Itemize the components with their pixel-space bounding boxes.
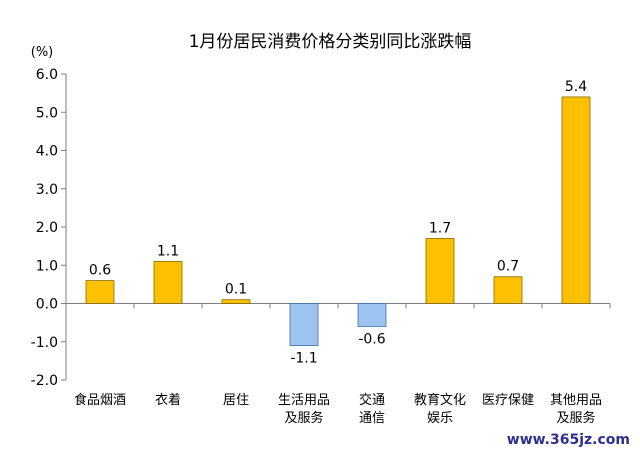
x-axis (65, 303, 611, 309)
category-label: 居住 (223, 393, 249, 408)
category-label: 医疗保健 (482, 393, 534, 408)
bar (357, 303, 387, 327)
data-label: -1.1 (290, 351, 317, 367)
y-axis: -2.0 -1.0 0.0 1.0 2.0 3.0 4.0 5.0 6.0 (31, 67, 67, 389)
data-label: 0.7 (497, 259, 519, 275)
bars (85, 96, 591, 346)
bar (561, 96, 591, 304)
category-label: 食品烟酒 (74, 392, 126, 408)
y-tick-label: 6.0 (36, 67, 58, 83)
category-label: 及服务 (556, 410, 595, 426)
bar (289, 303, 319, 346)
category-label: 生活用品 (278, 393, 330, 408)
data-label: 5.4 (565, 79, 587, 95)
category-label: 其他用品 (550, 393, 602, 408)
category-label: 及服务 (284, 410, 323, 426)
data-labels: 0.6 1.1 0.1 -1.1 -0.6 1.7 0.7 5.4 (89, 79, 587, 367)
data-label: 1.1 (157, 243, 179, 259)
y-tick-label: -2.0 (31, 373, 58, 389)
bar (221, 299, 251, 304)
watermark: www.365jz.com (507, 432, 630, 448)
y-tick-label: 0.0 (36, 297, 58, 313)
y-tick-label: 3.0 (36, 182, 58, 198)
data-label: 0.1 (225, 282, 247, 298)
bar (425, 238, 455, 304)
y-unit-label: (%) (31, 45, 54, 60)
y-tick-label: 4.0 (36, 144, 58, 160)
y-tick-label: 5.0 (36, 105, 58, 121)
category-label: 衣着 (155, 392, 181, 408)
category-label: 教育文化 (414, 392, 466, 408)
chart-title: 1月份居民消费价格分类别同比涨跌幅 (189, 32, 472, 52)
y-tick-label: 2.0 (36, 220, 58, 236)
category-label: 通信 (359, 411, 385, 426)
data-label: 1.7 (429, 220, 451, 236)
y-tick-label: -1.0 (31, 335, 58, 351)
category-label: 娱乐 (427, 411, 453, 426)
bar (85, 280, 115, 304)
bar (493, 276, 523, 304)
y-tick-label: 1.0 (36, 258, 58, 274)
bar (153, 261, 183, 304)
data-label: 0.6 (89, 263, 111, 279)
category-label: 交通 (359, 392, 385, 408)
data-label: -0.6 (358, 331, 385, 347)
